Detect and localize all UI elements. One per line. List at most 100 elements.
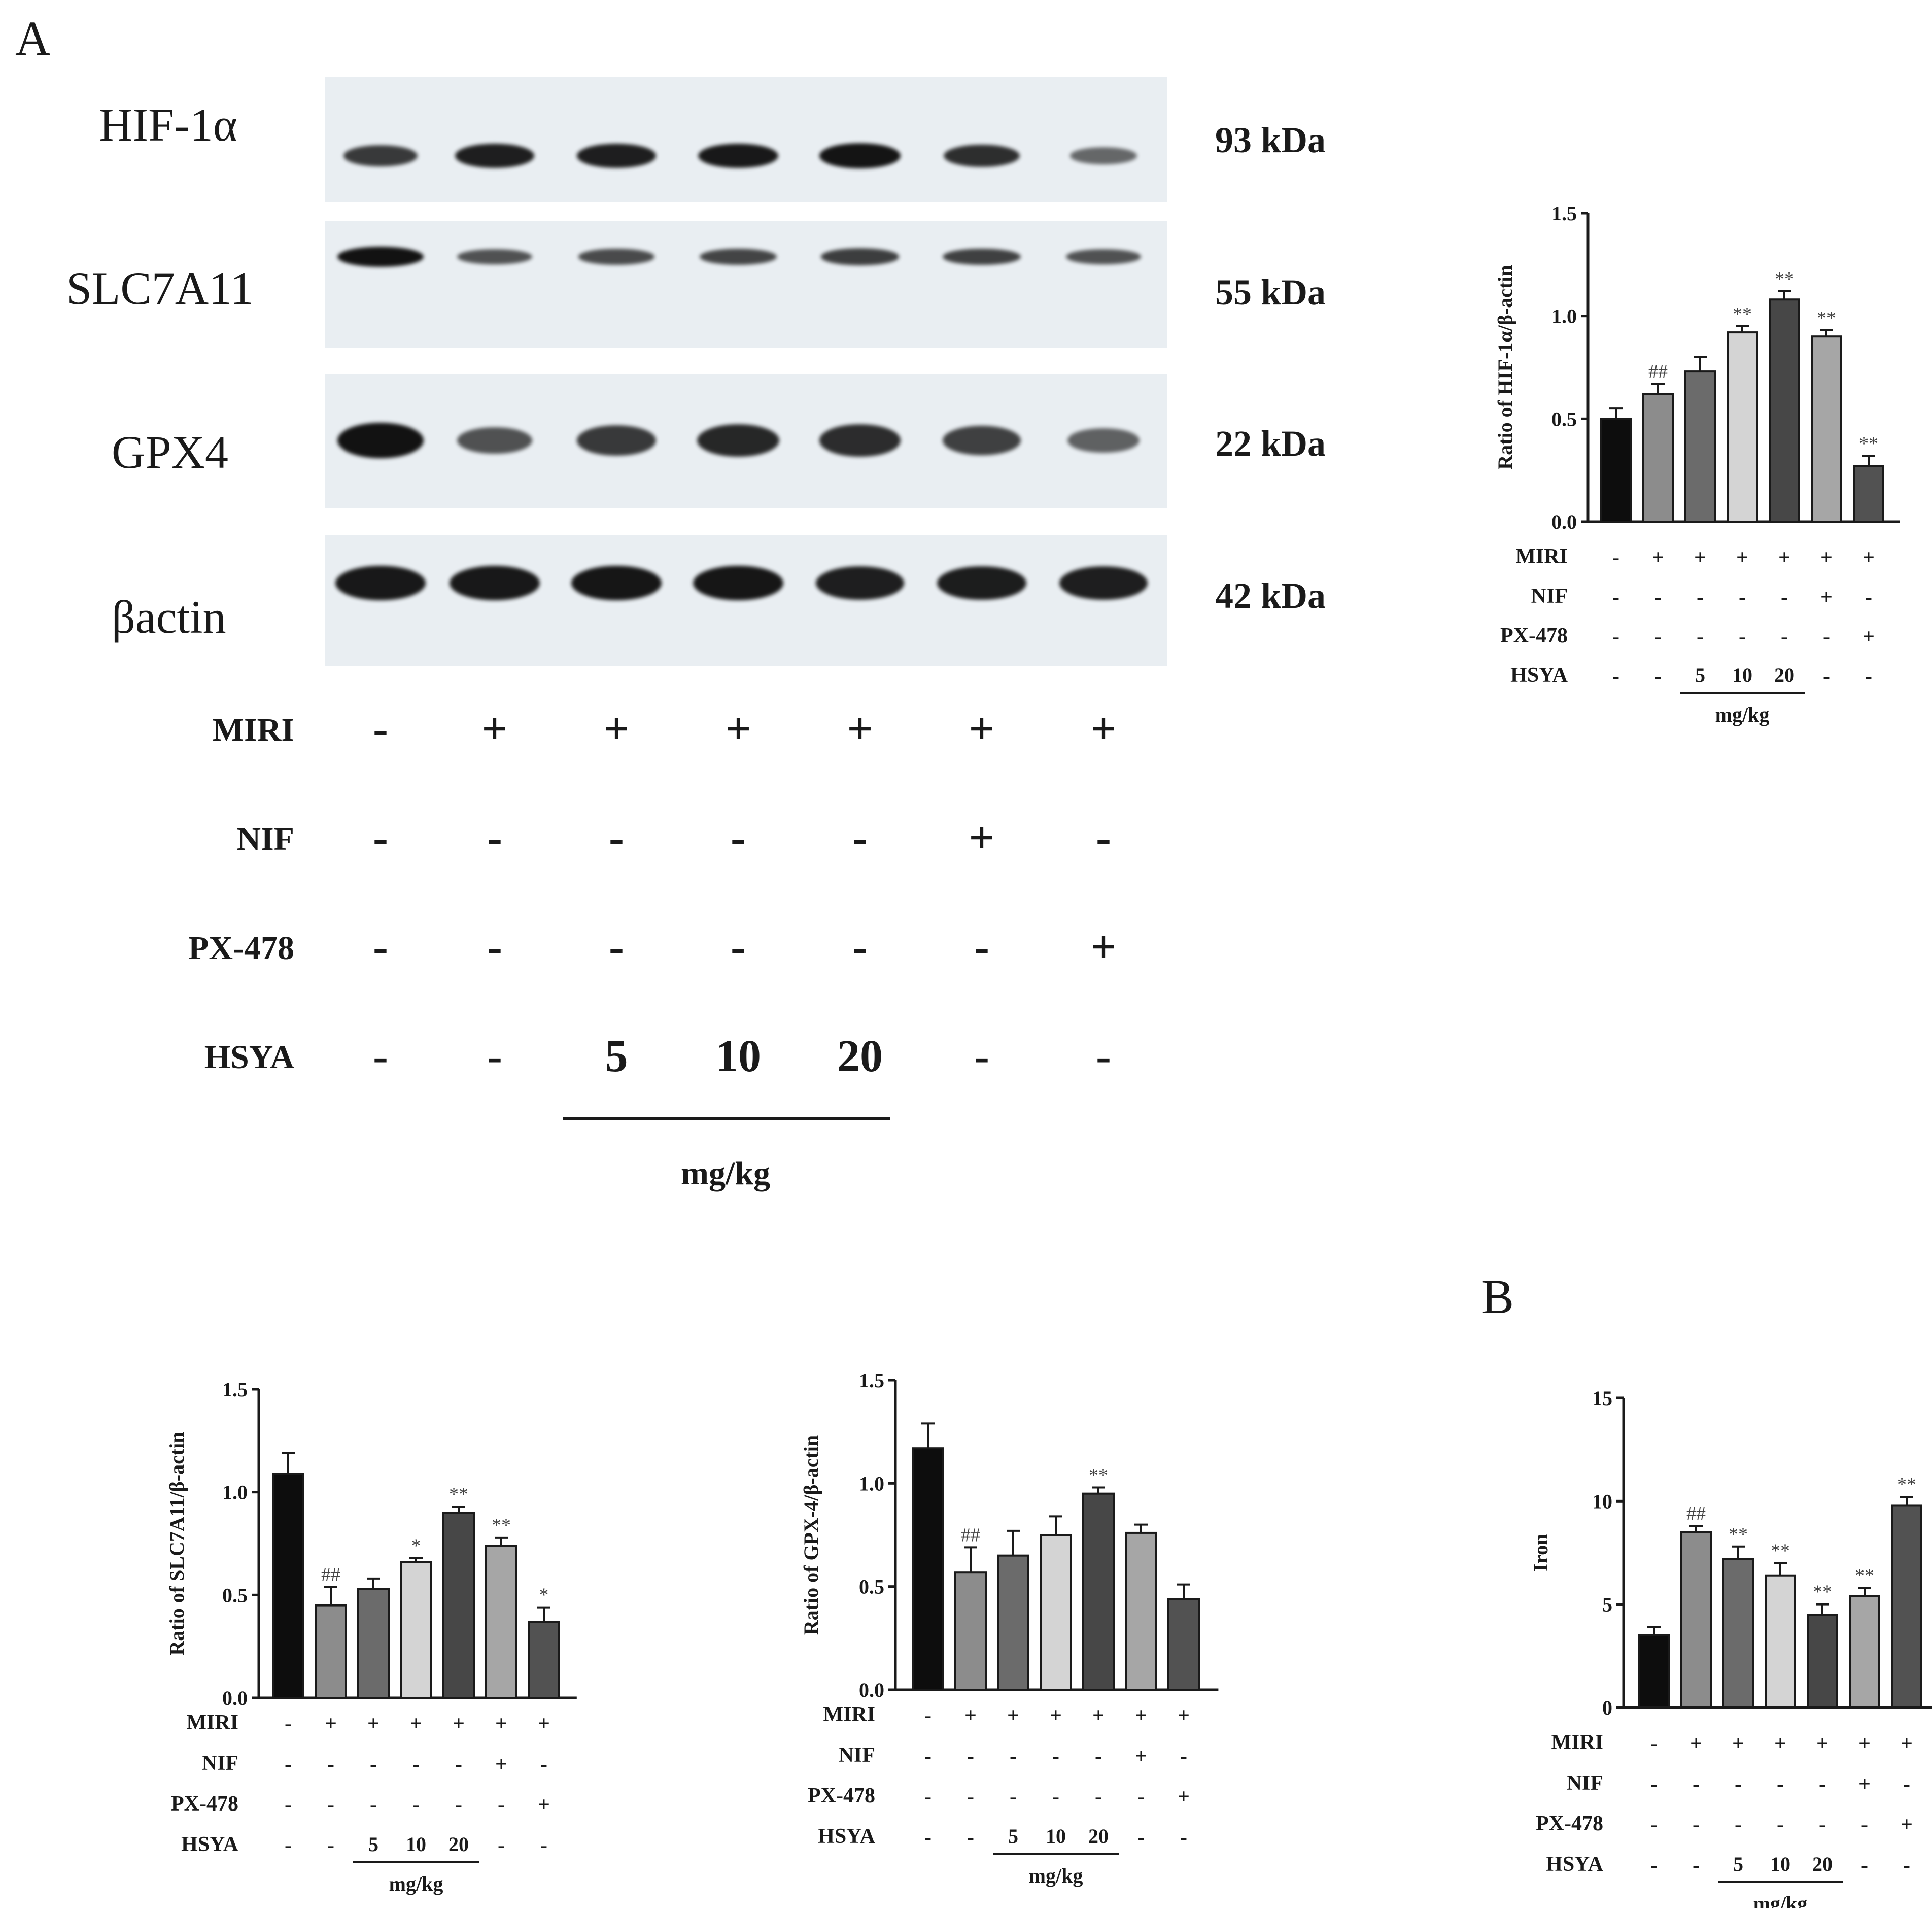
significance-label: ## [1648,361,1668,382]
blot-condition-value: - [487,1031,502,1081]
significance-label: ** [1771,1540,1790,1561]
condition-value: - [1735,1813,1742,1836]
significance-label: ** [1775,268,1794,290]
blot-kda-3: 22 kDa [1215,423,1326,464]
blot-condition-name: PX-478 [188,930,294,967]
blot-band [455,144,534,168]
dose-unit: mg/kg [1029,1864,1083,1887]
bar [1680,1531,1712,1709]
condition-value: - [1095,1785,1102,1808]
blot-band [815,566,905,600]
blot-dose-line [563,1117,890,1120]
blot-band [819,143,901,168]
blot-condition-value: - [852,922,868,972]
y-axis-label: Ratio of GPX-4/β-actin [800,1435,822,1635]
condition-value: - [1823,665,1830,688]
condition-value: + [1820,586,1833,609]
condition-value: + [1135,1745,1147,1768]
blot-condition-name: HSYA [204,1039,294,1076]
condition-value: + [495,1753,507,1776]
blot-band [1066,249,1141,265]
condition-value: - [1180,1826,1187,1849]
condition-name: HSYA [1510,664,1568,687]
condition-name: NIF [202,1752,238,1775]
condition-value: - [1739,625,1746,648]
blot-band [937,566,1026,600]
condition-value: - [1137,1785,1145,1808]
blot-label-3: GPX4 [112,426,229,478]
condition-value: 10 [1732,664,1752,687]
condition-value: - [1612,665,1619,688]
blot-condition-value: - [1096,813,1111,863]
blot-condition-value: - [609,813,624,863]
blot-condition-value: 10 [715,1031,761,1081]
bar [954,1571,987,1691]
significance-label: ** [1089,1464,1108,1486]
condition-value: - [540,1834,547,1857]
significance-label: ** [1859,433,1878,454]
condition-name: PX-478 [808,1784,875,1807]
significance-label: ** [449,1484,468,1505]
y-tick-label: 0.0 [1551,510,1577,533]
condition-value: + [1774,1732,1786,1755]
condition-value: 5 [1008,1825,1018,1848]
condition-value: - [1693,1772,1700,1796]
condition-value: 20 [448,1833,469,1856]
condition-value: + [1862,625,1875,648]
blot-condition-value: + [1090,704,1117,754]
blot-band [450,565,540,601]
condition-value: - [1697,625,1704,648]
condition-value: 20 [1774,664,1795,687]
condition-name: MIRI [1515,545,1568,568]
y-axis-label: Ratio of HIF-1α/β-actin [1494,265,1516,469]
blot-band [343,145,418,167]
blot-condition-value: - [609,922,624,972]
blot-condition-value: + [481,704,508,754]
condition-value: - [1903,1854,1910,1877]
condition-value: - [1781,625,1788,648]
condition-value: + [964,1704,977,1727]
condition-value: - [967,1745,974,1768]
condition-value: - [1650,1772,1658,1796]
blot-condition-value: 20 [837,1031,883,1081]
condition-value: - [1739,586,1746,609]
blot-label-4: βactin [112,591,226,643]
blot-condition-value: - [731,922,746,972]
bar [1642,393,1674,523]
blot-band [577,144,656,168]
condition-value: - [1861,1854,1868,1877]
bar [1638,1634,1670,1709]
condition-value: - [1819,1813,1826,1836]
condition-value: - [967,1785,974,1808]
condition-value: + [1694,546,1706,569]
hif1a-bar-chart: 0.0 0.5 1.0 1.5 Ratio of HIF-1α/β-actin ## ** *… [1494,202,1900,726]
bar [272,1473,304,1699]
condition-value: + [410,1712,422,1735]
bar [1167,1598,1200,1691]
significance-label: ** [1817,308,1836,329]
blot-band [571,565,662,601]
condition-name: MIRI [186,1711,238,1734]
blot-label-1: HIF-1α [99,99,238,151]
condition-value: - [1654,586,1662,609]
condition-value: + [367,1712,380,1735]
condition-value: - [1823,625,1830,648]
condition-value: - [498,1834,505,1857]
blot-band [337,247,424,267]
condition-value: + [1007,1704,1019,1727]
blot-band [819,424,901,457]
condition-value: - [498,1793,505,1817]
condition-value: 20 [1812,1853,1833,1875]
blot-band [337,423,424,458]
significance-label: ** [1855,1565,1874,1586]
condition-value: - [1612,546,1619,569]
blot-condition-value: - [487,813,502,863]
y-tick-label: 1.0 [222,1481,248,1504]
blot-condition-name: MIRI [212,711,294,748]
blot-image-4 [325,535,1167,666]
condition-value: + [1050,1704,1062,1727]
blot-condition-value: - [373,704,388,754]
condition-value: 10 [406,1833,426,1856]
condition-value: - [412,1753,420,1776]
